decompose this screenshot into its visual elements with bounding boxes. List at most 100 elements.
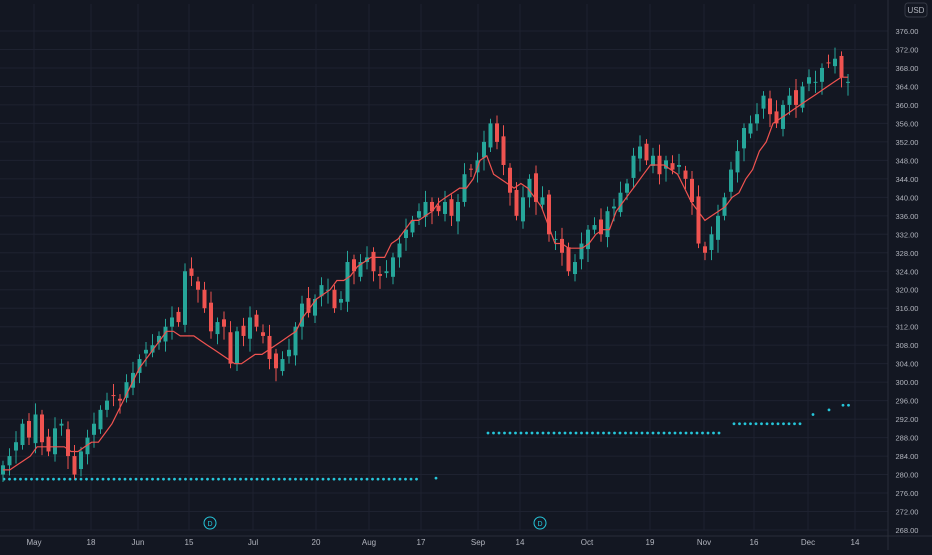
dot [793,422,796,426]
candle-body [53,428,57,455]
candle-body [300,303,304,327]
candle [261,324,265,344]
x-tick-label: 17 [417,538,426,547]
y-tick-label: 316.00 [896,304,919,313]
dot [574,431,578,435]
candle-body [326,289,330,291]
candle-body [423,201,428,217]
dot [19,477,22,481]
dot [754,422,758,426]
dividend-marker[interactable]: D [203,516,217,530]
y-tick-label: 356.00 [896,119,919,128]
candle-body [248,317,252,339]
candle [501,125,506,176]
dot [591,431,594,435]
candle [735,140,740,183]
dot [134,477,138,481]
candle [40,409,44,456]
candle [768,90,772,128]
candle-body [618,192,623,213]
candle [384,260,389,278]
x-tick-label: Jul [248,538,258,547]
dot [200,477,204,481]
dot [145,477,149,481]
dot [162,477,165,481]
candle [560,227,564,266]
dot [668,431,671,435]
dot [321,477,325,481]
candle-body [332,289,337,309]
candle [508,163,512,206]
candle-body [527,178,532,198]
candle [534,165,538,215]
candle-body [293,326,298,356]
dot [749,422,752,426]
dot [519,431,523,435]
dot [222,477,226,481]
dot [57,477,61,481]
dot [787,422,791,426]
candle [683,165,688,190]
dot [35,477,39,481]
y-tick-label: 336.00 [896,212,919,221]
dot [717,431,721,435]
candle [313,294,317,324]
price-axis[interactable]: 268.00 272.00 276.00 280.00 284.00 288.00 292.… [887,0,932,550]
candle-body [313,298,317,316]
candle [53,417,57,462]
candle [14,431,18,464]
dot [371,477,374,481]
candle-body [79,451,83,470]
dividend-marker[interactable]: D [533,516,547,530]
candle [495,115,499,150]
candle-body [105,400,109,410]
dot [173,477,176,481]
dot [497,431,501,435]
candle-body [703,246,707,253]
candle [755,103,759,131]
candle [605,206,610,248]
candle-body [677,164,681,167]
candle-body [384,271,389,274]
candle [222,311,226,340]
candle-body [59,423,64,426]
candle [209,291,213,339]
dot [255,477,259,481]
y-tick-label: 276.00 [896,489,919,498]
candle-body [709,234,714,251]
y-tick-label: 376.00 [896,27,919,36]
candle-body [521,197,525,222]
dot [250,477,253,481]
y-tick-label: 372.00 [896,45,919,54]
dot [629,431,633,435]
dot [79,477,83,481]
y-tick-label: 308.00 [896,341,919,350]
candle [807,69,811,92]
candle-body [176,311,181,323]
dot [580,431,583,435]
dot [635,431,638,435]
dot [415,477,418,481]
candle [85,429,90,465]
candle-body [215,322,220,335]
candle-body [553,238,558,240]
candle-body [599,219,603,235]
dividend-marker-circle [203,516,217,530]
candle [300,295,304,340]
currency-badge[interactable]: USD [904,2,928,18]
candle [709,226,714,261]
candle [267,324,272,370]
candle-body [274,353,278,369]
x-tick-label: May [26,538,41,547]
dot [760,422,763,426]
time-axis[interactable]: May 18 Jun 15 Jul 20 Aug 17 Sep 14 Oct 19 Nov 16 Dec 14 [0,535,932,547]
candle-body [397,243,402,258]
dot [217,477,220,481]
candle-body [514,189,519,216]
dot [272,477,275,481]
dot [90,477,94,481]
dot [184,477,187,481]
dot [536,431,539,435]
dot [530,431,534,435]
